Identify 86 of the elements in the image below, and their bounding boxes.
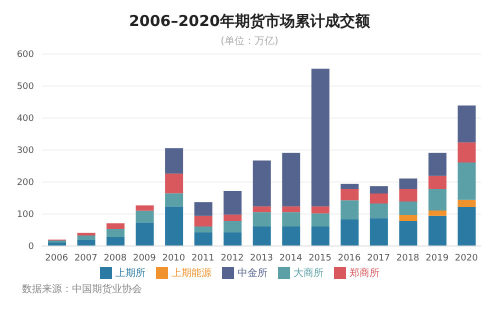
bar <box>428 152 446 176</box>
y-tick-label: 300 <box>16 146 34 156</box>
bar <box>311 206 330 214</box>
bar <box>165 193 184 207</box>
legend-label: 上期能源 <box>172 268 212 279</box>
bar <box>458 206 476 246</box>
bar <box>428 176 446 190</box>
bar <box>428 216 446 246</box>
bar <box>194 202 212 216</box>
x-tick-label: 2011 <box>192 253 214 264</box>
bar <box>458 106 476 142</box>
bar <box>165 148 184 174</box>
x-tick-label: 2019 <box>426 253 449 264</box>
chart-title: 2006–2020年期货市场累计成交额 <box>128 12 371 31</box>
bar <box>428 189 446 210</box>
bar <box>399 214 418 222</box>
bar <box>136 210 154 223</box>
bar <box>311 226 330 246</box>
bar <box>194 226 212 233</box>
bar <box>340 219 359 246</box>
bar <box>252 212 271 226</box>
bar <box>106 229 125 238</box>
bar <box>77 232 96 236</box>
bar <box>399 189 418 202</box>
bar <box>165 174 184 194</box>
chart-subtitle: (单位：万亿) <box>220 34 280 48</box>
y-tick-label: 600 <box>16 50 34 60</box>
bar <box>458 200 476 207</box>
y-tick-label: 0 <box>28 242 34 252</box>
bar <box>340 200 359 220</box>
bar <box>252 160 271 206</box>
x-tick-label: 2020 <box>454 253 478 264</box>
bar <box>106 237 125 246</box>
bar <box>370 194 388 204</box>
bar <box>370 218 388 246</box>
bar <box>136 222 154 246</box>
bar <box>370 186 388 194</box>
bar <box>282 152 300 206</box>
x-tick-label: 2006 <box>45 253 68 264</box>
legend-label: 上期所 <box>116 268 146 279</box>
bar <box>282 226 300 246</box>
x-tick-label: 2015 <box>308 253 332 264</box>
bar <box>252 226 271 246</box>
bar <box>194 232 212 246</box>
source-note: 数据来源：中国期货业协会 <box>22 282 143 296</box>
bar <box>458 142 476 162</box>
legend-label: 大商所 <box>294 268 324 279</box>
x-tick-label: 2014 <box>279 253 302 264</box>
bar <box>399 202 418 215</box>
x-tick-label: 2010 <box>162 253 186 264</box>
bar <box>282 212 300 226</box>
legend-label: 郑商所 <box>350 268 380 279</box>
bar <box>428 210 446 216</box>
bar <box>224 190 242 215</box>
bar <box>165 206 184 246</box>
x-tick-label: 2017 <box>367 253 390 264</box>
x-tick-label: 2009 <box>132 253 156 264</box>
legend-label: 中金所 <box>238 268 268 279</box>
bar <box>311 68 330 206</box>
bar <box>399 221 418 246</box>
bar <box>311 213 330 226</box>
x-tick-label: 2016 <box>338 253 362 264</box>
y-tick-label: 200 <box>16 178 34 188</box>
bar <box>252 206 271 212</box>
bar <box>106 223 125 230</box>
bar <box>370 203 388 218</box>
y-tick-label: 500 <box>16 82 34 92</box>
bar <box>458 162 476 200</box>
bar <box>77 240 96 246</box>
x-tick-label: 2008 <box>104 253 127 264</box>
x-tick-label: 2012 <box>220 253 244 264</box>
bar <box>340 189 359 200</box>
bar <box>282 206 300 212</box>
bar <box>77 235 96 240</box>
bar <box>340 184 359 190</box>
x-tick-label: 2013 <box>250 253 273 264</box>
x-tick-label: 2007 <box>74 253 98 264</box>
bar <box>224 232 242 246</box>
y-tick-label: 400 <box>16 114 34 124</box>
bar <box>224 214 242 222</box>
bar <box>136 205 154 211</box>
x-tick-label: 2018 <box>396 253 420 264</box>
bar <box>194 216 212 226</box>
bar <box>224 221 242 233</box>
y-tick-label: 100 <box>16 210 34 220</box>
bar <box>399 178 418 190</box>
